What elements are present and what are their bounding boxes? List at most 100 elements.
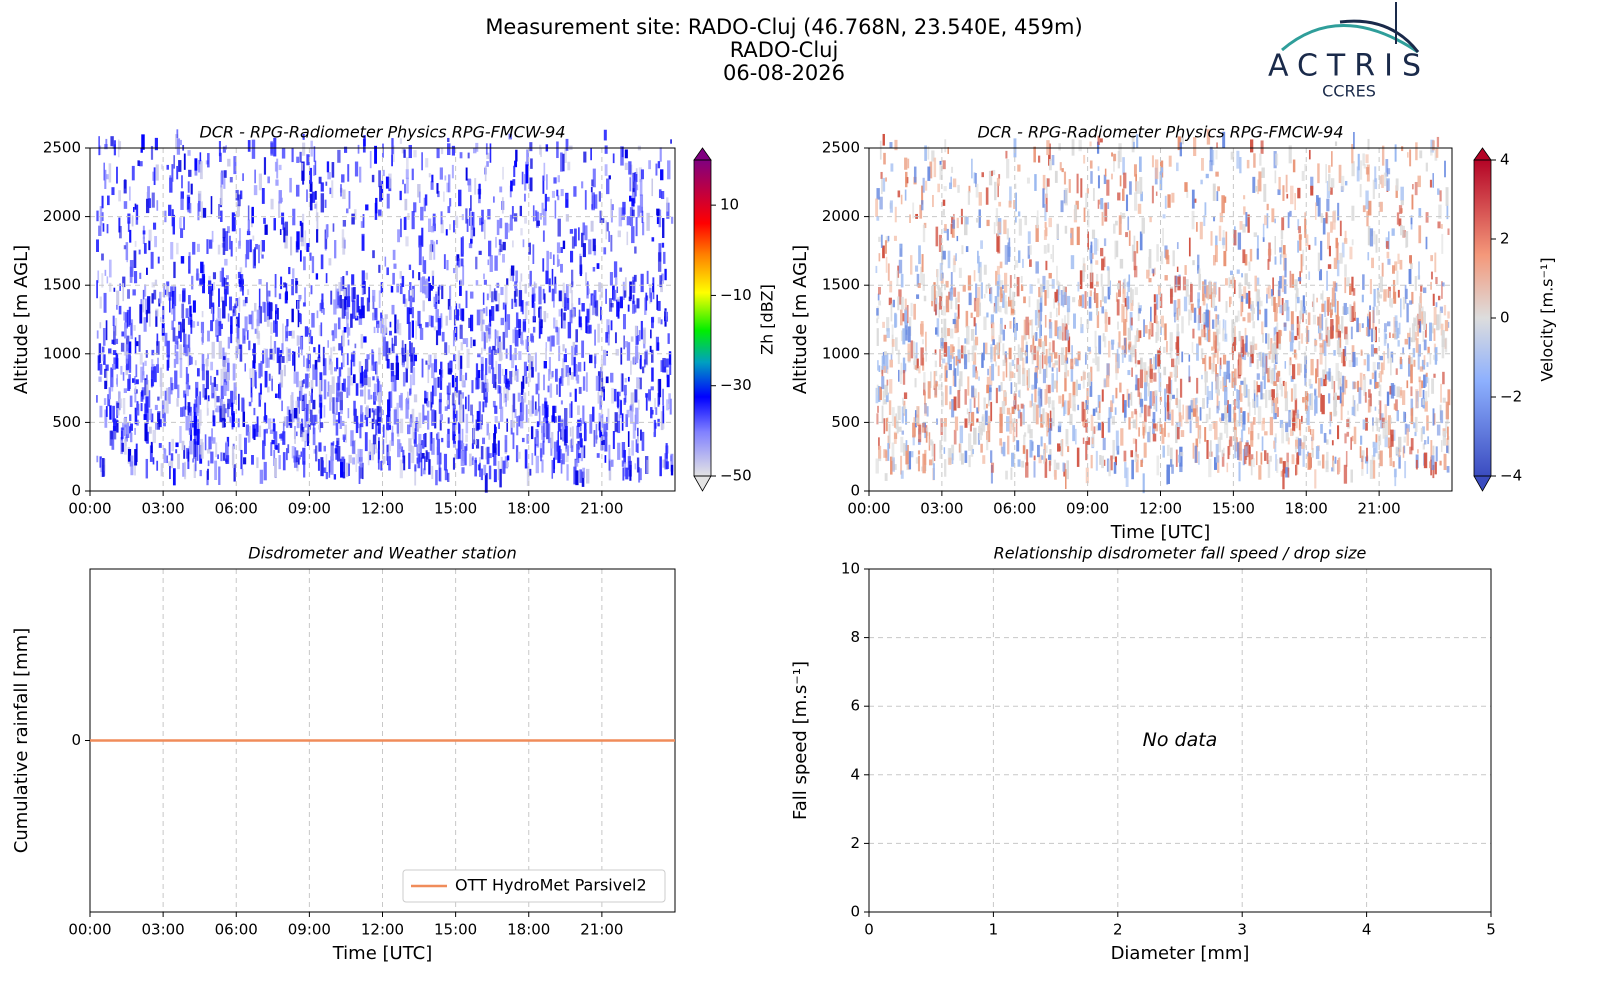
- radar-streak: [943, 422, 947, 442]
- radar-streak: [1440, 383, 1442, 403]
- radar-streak: [261, 240, 265, 252]
- radar-streak: [247, 432, 250, 443]
- radar-streak: [980, 240, 983, 249]
- radar-streak: [408, 452, 411, 470]
- radar-streak: [1344, 230, 1347, 242]
- radar-streak: [570, 250, 574, 263]
- radar-streak: [180, 323, 182, 342]
- radar-streak: [1279, 419, 1284, 428]
- radar-streak: [1354, 405, 1357, 417]
- radar-streak: [1195, 397, 1198, 411]
- radar-streak: [635, 217, 638, 237]
- radar-streak: [1160, 315, 1164, 328]
- radar-streak: [1033, 455, 1036, 461]
- radar-streak: [1151, 185, 1154, 204]
- radar-streak: [885, 450, 888, 462]
- radar-streak: [1089, 381, 1093, 397]
- radar-streak: [970, 312, 973, 318]
- radar-streak: [1002, 343, 1005, 356]
- radar-streak: [1407, 357, 1411, 377]
- radar-streak: [1155, 393, 1158, 412]
- radar-streak: [933, 157, 937, 178]
- panel: 00:00 03:00 06:00 09:00 12:00 15:00 18:00 21:00…: [790, 123, 1557, 544]
- radar-streak: [374, 145, 378, 164]
- radar-streak: [1235, 420, 1239, 427]
- radar-streak: [440, 361, 443, 374]
- radar-streak: [349, 376, 354, 386]
- radar-streak: [1064, 361, 1067, 379]
- radar-streak: [1418, 344, 1422, 357]
- radar-streak: [1367, 225, 1371, 246]
- radar-streak: [342, 189, 346, 200]
- radar-streak: [1034, 372, 1038, 389]
- radar-streak: [506, 418, 509, 432]
- radar-streak: [1256, 277, 1260, 285]
- radar-streak: [627, 304, 630, 312]
- radar-streak: [608, 175, 611, 180]
- radar-streak: [438, 284, 441, 290]
- radar-streak: [242, 173, 244, 182]
- radar-streak: [636, 298, 640, 309]
- radar-streak: [1421, 311, 1425, 324]
- radar-streak: [1341, 316, 1344, 334]
- radar-streak: [986, 376, 990, 388]
- radar-streak: [1060, 289, 1064, 306]
- radar-streak: [567, 321, 572, 339]
- radar-streak: [565, 365, 569, 377]
- radar-streak: [1331, 287, 1335, 307]
- radar-streak: [1198, 336, 1202, 346]
- radar-streak: [897, 405, 901, 421]
- radar-streak: [1385, 159, 1389, 177]
- radar-streak: [312, 414, 316, 426]
- radar-streak: [1006, 407, 1011, 415]
- radar-streak: [278, 201, 281, 219]
- radar-streak: [376, 406, 380, 426]
- radar-streak: [107, 394, 111, 407]
- radar-streak: [580, 420, 582, 426]
- radar-streak: [244, 363, 247, 372]
- radar-streak: [283, 227, 286, 243]
- radar-streak: [1402, 446, 1405, 458]
- radar-streak: [934, 360, 937, 368]
- radar-streak: [619, 267, 623, 272]
- radar-streak: [408, 321, 411, 340]
- radar-streak: [1222, 319, 1225, 331]
- radar-streak: [338, 343, 342, 351]
- radar-streak: [1139, 369, 1144, 389]
- radar-streak: [581, 181, 584, 189]
- radar-streak: [436, 433, 438, 440]
- radar-streak: [540, 326, 543, 335]
- radar-streak: [1271, 371, 1275, 385]
- radar-streak: [581, 303, 585, 312]
- radar-streak: [950, 272, 953, 291]
- radar-streak: [990, 170, 993, 177]
- radar-streak: [135, 364, 138, 378]
- radar-streak: [1282, 185, 1285, 201]
- radar-streak: [1036, 350, 1039, 370]
- radar-streak: [968, 454, 971, 468]
- radar-streak: [1294, 193, 1296, 211]
- radar-streak: [127, 221, 130, 232]
- radar-streak: [1286, 306, 1290, 322]
- radar-streak: [1240, 380, 1244, 385]
- radar-streak: [1372, 310, 1375, 330]
- radar-streak: [545, 270, 549, 285]
- radar-streak: [462, 236, 464, 255]
- radar-streak: [567, 161, 571, 171]
- radar-streak: [1288, 360, 1291, 376]
- radar-streak: [1127, 216, 1130, 231]
- radar-streak: [878, 445, 882, 459]
- radar-streak: [528, 368, 531, 383]
- radar-streak: [1179, 451, 1184, 457]
- radar-streak: [311, 256, 315, 274]
- radar-streak: [1239, 157, 1242, 174]
- radar-streak: [1359, 184, 1362, 198]
- radar-streak: [1441, 281, 1443, 299]
- radar-streak: [1349, 304, 1352, 322]
- radar-streak: [391, 376, 395, 392]
- radar-streak: [1178, 399, 1181, 417]
- radar-streak: [1319, 328, 1322, 341]
- radar-streak: [1150, 323, 1154, 337]
- radar-streak: [172, 214, 176, 235]
- radar-streak: [491, 349, 494, 370]
